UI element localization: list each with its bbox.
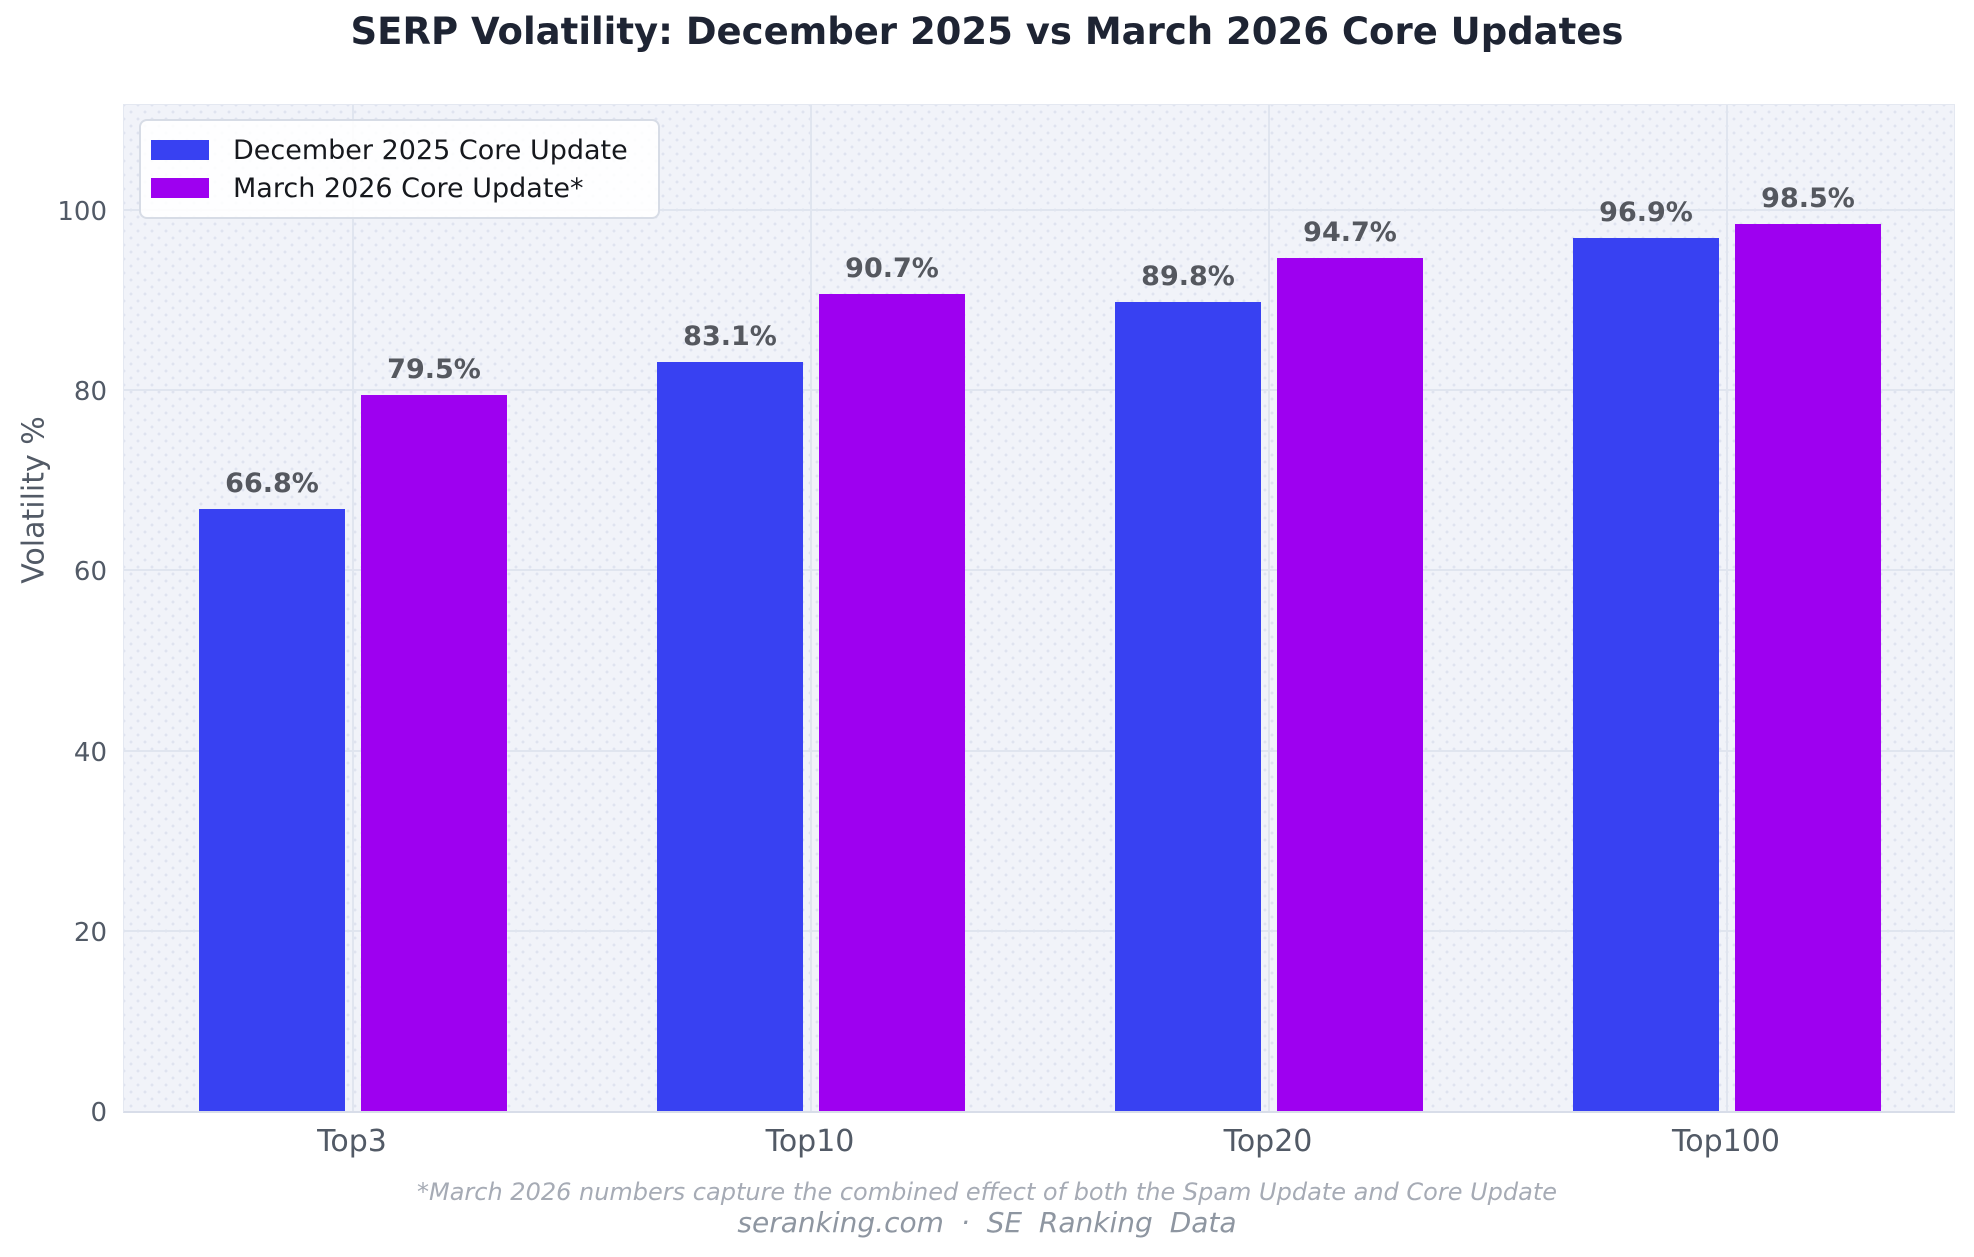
bar-label-dec-2025-top3: 66.8% (225, 468, 319, 500)
bar-label-dec-2025-top20: 89.8% (1141, 261, 1235, 292)
footnote: *March 2026 numbers capture the combined… (416, 1178, 1558, 1206)
bar-dec-2025-top10 (657, 362, 803, 1111)
gridline-h-80 (124, 389, 1954, 392)
legend-item-march-2026: March 2026 Core Update* (151, 169, 628, 207)
ytick-20: 20 (73, 917, 107, 948)
bar-mar-2026-top100 (1735, 223, 1881, 1111)
bar-mar-2026-top3 (361, 394, 507, 1111)
xtick-top3: Top3 (317, 1124, 387, 1159)
legend-swatch-december-2025 (151, 140, 209, 160)
ytick-100: 100 (57, 197, 107, 228)
gridline-h-20 (124, 929, 1954, 932)
legend: December 2025 Core Update March 2026 Cor… (139, 119, 660, 219)
ytick-40: 40 (73, 737, 107, 768)
xtick-top10: Top10 (765, 1124, 855, 1159)
ytick-0: 0 (90, 1098, 107, 1128)
ytick-80: 80 (73, 377, 107, 408)
legend-label-december-2025: December 2025 Core Update (233, 134, 628, 166)
gridline-v-top100 (1726, 105, 1728, 1111)
gridline-v-top3 (352, 105, 354, 1111)
legend-label-march-2026: March 2026 Core Update* (233, 172, 584, 204)
bar-dec-2025-top100 (1573, 238, 1719, 1111)
bar-label-mar-2026-top10: 90.7% (845, 252, 939, 284)
gridline-h-40 (124, 749, 1954, 752)
gridline-h-60 (124, 569, 1954, 572)
gridline-h-100 (124, 209, 1954, 212)
ytick-60: 60 (73, 557, 107, 588)
bar-dec-2025-top20 (1115, 302, 1261, 1111)
bar-label-mar-2026-top20: 94.7% (1303, 216, 1397, 248)
bar-label-dec-2025-top100: 96.9% (1599, 197, 1693, 229)
gridline-v-top20 (1268, 105, 1270, 1111)
bar-label-mar-2026-top100: 98.5% (1761, 182, 1855, 214)
bar-dec-2025-top3 (199, 509, 345, 1111)
gridline-v-top10 (810, 105, 812, 1111)
plot-area: 66.8% 79.5% 83.1% 90.7% 89.8% 94.7% 96.9% 98.5%… (123, 104, 1955, 1113)
legend-item-december-2025: December 2025 Core Update (151, 131, 628, 169)
chart-title: SERP Volatility: December 2025 vs March … (350, 10, 1624, 53)
legend-swatch-march-2026 (151, 178, 209, 198)
bar-label-mar-2026-top3: 79.5% (387, 353, 481, 385)
credit-line: seranking.com · SE Ranking Data (737, 1206, 1237, 1239)
bar-mar-2026-top10 (819, 293, 965, 1111)
bar-mar-2026-top20 (1277, 257, 1423, 1111)
bar-label-dec-2025-top10: 83.1% (683, 321, 777, 353)
xtick-top20: Top20 (1223, 1124, 1313, 1159)
xtick-top100: Top100 (1672, 1124, 1780, 1159)
